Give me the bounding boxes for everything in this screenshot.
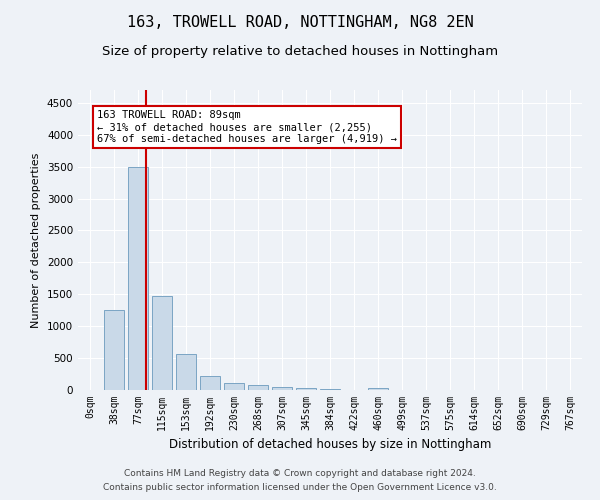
Y-axis label: Number of detached properties: Number of detached properties: [31, 152, 41, 328]
Bar: [200, 376, 220, 390]
Text: Contains public sector information licensed under the Open Government Licence v3: Contains public sector information licen…: [103, 484, 497, 492]
Bar: [224, 383, 244, 390]
Bar: [320, 389, 340, 390]
Bar: [176, 354, 196, 390]
Text: 163, TROWELL ROAD, NOTTINGHAM, NG8 2EN: 163, TROWELL ROAD, NOTTINGHAM, NG8 2EN: [127, 15, 473, 30]
X-axis label: Distribution of detached houses by size in Nottingham: Distribution of detached houses by size …: [169, 438, 491, 452]
Bar: [104, 310, 124, 390]
Text: Size of property relative to detached houses in Nottingham: Size of property relative to detached ho…: [102, 45, 498, 58]
Bar: [248, 385, 268, 390]
Bar: [152, 296, 172, 390]
Bar: [128, 166, 148, 390]
Text: 163 TROWELL ROAD: 89sqm
← 31% of detached houses are smaller (2,255)
67% of semi: 163 TROWELL ROAD: 89sqm ← 31% of detache…: [97, 110, 397, 144]
Bar: [272, 387, 292, 390]
Bar: [296, 388, 316, 390]
Bar: [368, 388, 388, 390]
Text: Contains HM Land Registry data © Crown copyright and database right 2024.: Contains HM Land Registry data © Crown c…: [124, 468, 476, 477]
